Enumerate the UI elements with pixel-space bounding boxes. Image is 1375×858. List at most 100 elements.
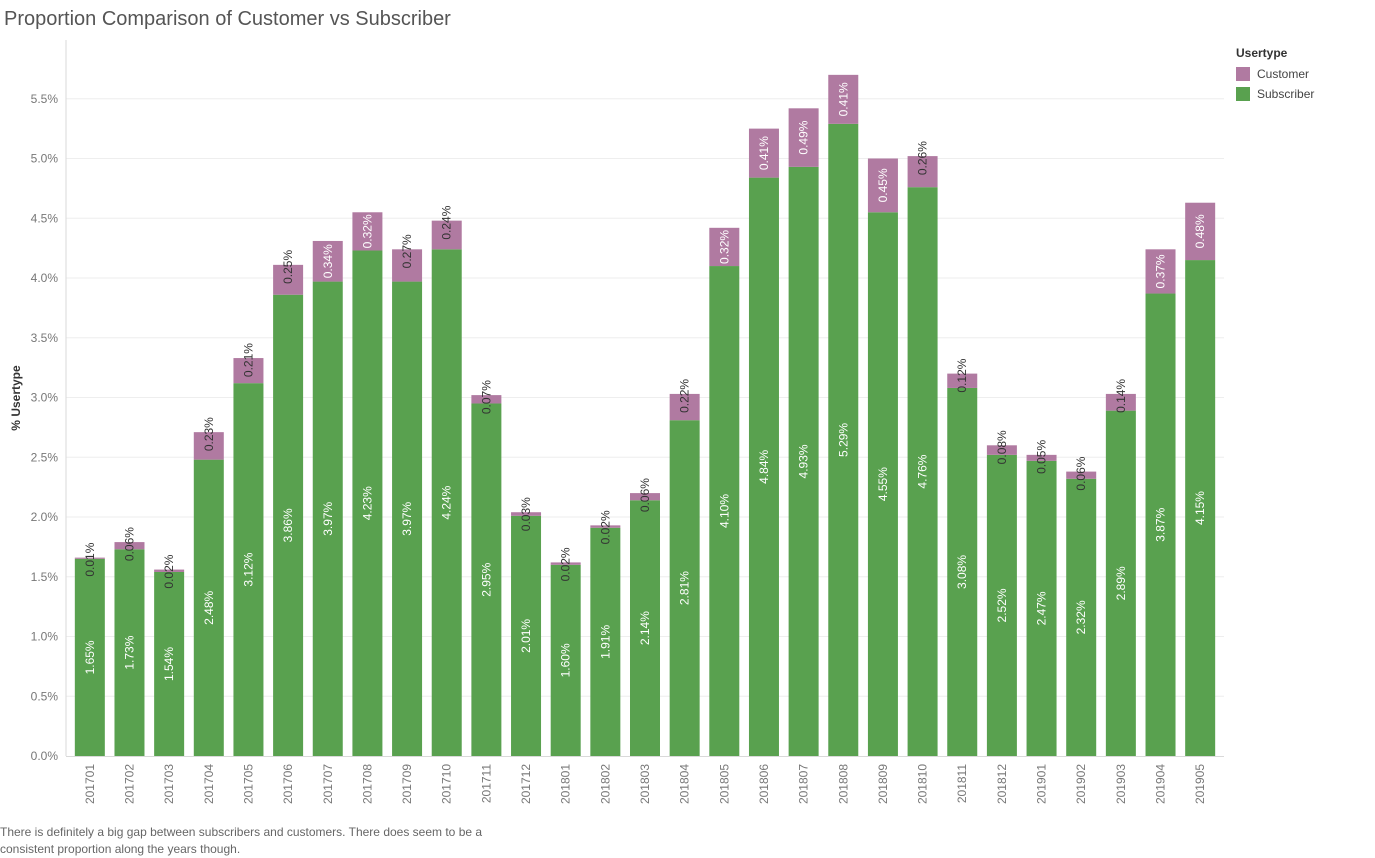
bar-customer[interactable] <box>550 562 581 565</box>
bar-subscriber[interactable] <box>273 294 304 756</box>
bar-subscriber[interactable] <box>669 420 700 756</box>
y-tick-label: 2.5% <box>31 450 59 464</box>
data-label-subscriber: 1.65% <box>83 640 97 674</box>
bar-customer[interactable] <box>193 432 224 460</box>
data-label-subscriber: 2.48% <box>202 590 216 624</box>
bar-customer[interactable] <box>947 373 978 388</box>
bar-customer[interactable] <box>511 512 542 516</box>
data-label-subscriber: 3.08% <box>955 555 969 589</box>
y-tick-label: 0.5% <box>31 689 59 703</box>
data-label-customer: 0.03% <box>519 497 533 531</box>
data-label-subscriber: 3.12% <box>241 552 255 586</box>
bar-subscriber[interactable] <box>788 166 819 757</box>
bar-customer[interactable] <box>669 393 700 421</box>
bar-subscriber[interactable] <box>550 564 581 756</box>
data-label-customer: 0.22% <box>678 379 692 413</box>
bar-customer[interactable] <box>471 395 502 404</box>
bar-customer[interactable] <box>709 227 740 267</box>
bar-subscriber[interactable] <box>709 266 740 756</box>
bar-subscriber[interactable] <box>828 123 859 757</box>
data-label-customer: 0.32% <box>360 214 374 248</box>
bar-subscriber[interactable] <box>590 527 621 756</box>
bar-subscriber[interactable] <box>74 558 105 756</box>
bar-subscriber[interactable] <box>431 249 462 756</box>
chart-title: Proportion Comparison of Customer vs Sub… <box>4 8 451 30</box>
data-label-customer: 0.05% <box>1035 440 1049 474</box>
data-label-customer: 0.07% <box>479 380 493 414</box>
bar-customer[interactable] <box>788 108 819 167</box>
bar-customer[interactable] <box>1145 249 1176 294</box>
data-label-subscriber: 1.73% <box>122 635 136 669</box>
bar-subscriber[interactable] <box>1066 478 1097 756</box>
bar-subscriber[interactable] <box>947 387 978 756</box>
bar-customer[interactable] <box>74 557 105 559</box>
data-label-subscriber: 2.14% <box>638 611 652 645</box>
bar-customer[interactable] <box>1185 202 1216 261</box>
bars <box>74 74 1216 757</box>
bar-subscriber[interactable] <box>986 454 1017 756</box>
bar-subscriber[interactable] <box>511 515 542 756</box>
bar-subscriber[interactable] <box>867 212 898 756</box>
bar-subscriber[interactable] <box>1105 410 1136 756</box>
bar-subscriber[interactable] <box>1185 260 1216 756</box>
data-label-subscriber: 4.84% <box>757 449 771 483</box>
bar-customer[interactable] <box>1066 471 1097 479</box>
bar-customer[interactable] <box>630 493 660 501</box>
data-label-customer: 0.12% <box>955 358 969 392</box>
bar-customer[interactable] <box>828 74 859 124</box>
bar-customer[interactable] <box>590 525 621 528</box>
bar-customer[interactable] <box>431 220 462 250</box>
bar-customer[interactable] <box>986 445 1017 455</box>
data-label-customer: 0.48% <box>1193 214 1207 248</box>
data-label-subscriber: 4.76% <box>916 454 930 488</box>
legend-item-customer[interactable]: Customer <box>1236 64 1314 84</box>
bar-customer[interactable] <box>312 240 343 282</box>
data-label-customer: 0.37% <box>1154 254 1168 288</box>
x-tick-label: 201807 <box>797 764 811 804</box>
bar-customer[interactable] <box>392 249 423 282</box>
y-axis: 0.0% 0.5% 1.0% 1.5% 2.0% 2.5% 3.0% 3.5% 4.0% 4.5%… <box>31 40 67 763</box>
bar-subscriber[interactable] <box>114 549 145 756</box>
data-label-subscriber: 3.87% <box>1154 507 1168 541</box>
bar-customer[interactable] <box>867 158 898 213</box>
bar-customer[interactable] <box>114 542 145 550</box>
data-label-customer: 0.45% <box>876 168 890 202</box>
data-label-customer: 0.06% <box>638 478 652 512</box>
bar-subscriber[interactable] <box>1026 460 1057 756</box>
data-label-customer: 0.49% <box>797 120 811 154</box>
data-label-subscriber: 4.24% <box>440 485 454 519</box>
bar-subscriber[interactable] <box>233 383 264 756</box>
data-label-subscriber: 1.91% <box>598 625 612 659</box>
legend-swatch-customer <box>1236 67 1250 81</box>
bar-customer[interactable] <box>1105 393 1136 411</box>
y-tick-label: 3.0% <box>31 391 59 405</box>
x-tick-label: 201803 <box>638 764 652 804</box>
data-label-customer: 0.02% <box>598 510 612 544</box>
bar-customer[interactable] <box>907 156 938 188</box>
data-label-customer: 0.02% <box>559 547 573 581</box>
x-tick-label: 201706 <box>281 764 295 804</box>
x-tick-label: 201809 <box>876 764 890 804</box>
bar-subscriber[interactable] <box>907 187 938 756</box>
bar-customer[interactable] <box>233 358 264 384</box>
legend-item-subscriber[interactable]: Subscriber <box>1236 84 1314 104</box>
bar-customer[interactable] <box>1026 454 1057 461</box>
bar-subscriber[interactable] <box>392 281 423 756</box>
bar-subscriber[interactable] <box>748 177 779 756</box>
bar-subscriber[interactable] <box>352 250 383 756</box>
bar-customer[interactable] <box>273 264 304 295</box>
x-tick-label: 201805 <box>717 764 731 804</box>
bar-subscriber[interactable] <box>193 459 224 756</box>
bar-customer[interactable] <box>352 212 383 251</box>
bar-subscriber[interactable] <box>154 571 185 756</box>
bar-subscriber[interactable] <box>1145 293 1176 756</box>
legend: Usertype Customer Subscriber <box>1236 46 1314 104</box>
data-label-subscriber: 2.89% <box>1114 566 1128 600</box>
bar-subscriber[interactable] <box>312 281 343 756</box>
bar-subscriber[interactable] <box>471 403 502 756</box>
bar-subscriber[interactable] <box>630 500 660 756</box>
bar-customer[interactable] <box>154 569 185 572</box>
legend-label-customer: Customer <box>1257 67 1310 81</box>
bar-customer[interactable] <box>748 128 779 178</box>
data-labels: 1.65% 0.01% 1.73% 0.06% 1.54% 0.02% 2.48% 0.23%… <box>83 82 1207 681</box>
